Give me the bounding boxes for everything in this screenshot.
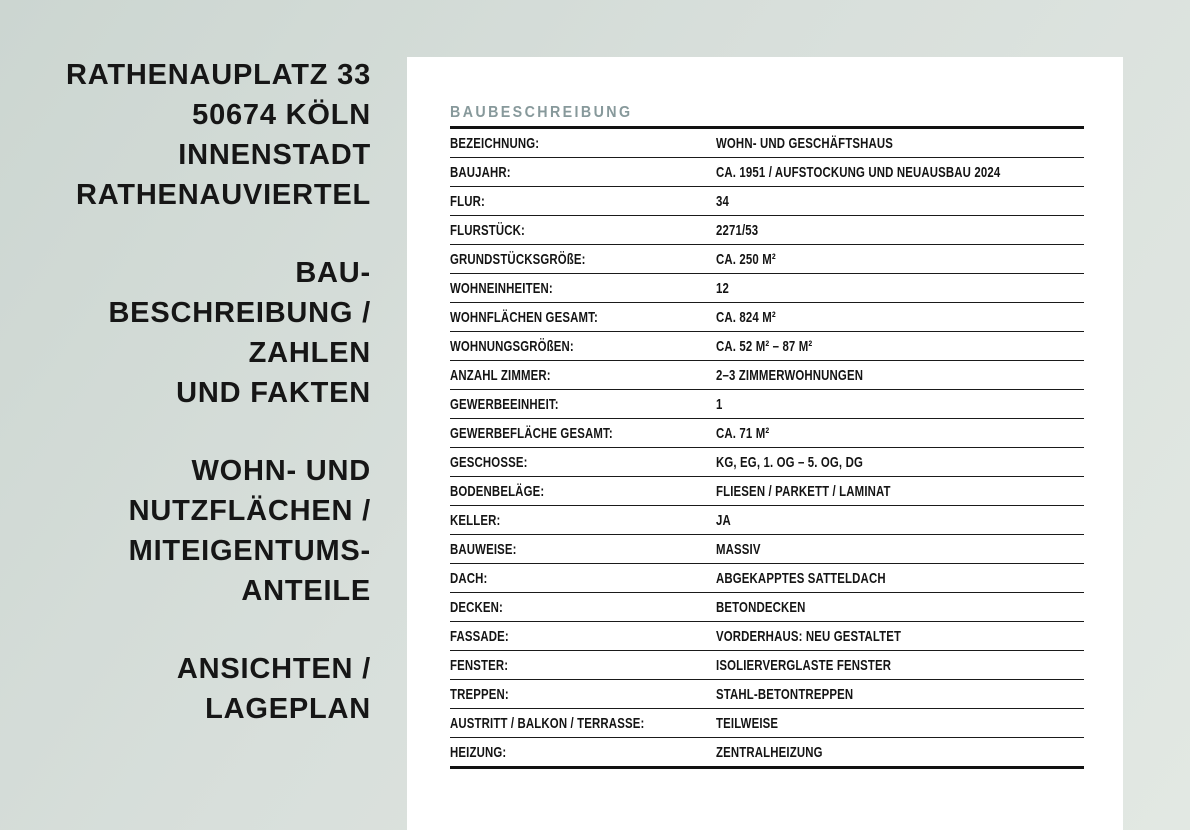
row-value: MASSIV: [716, 540, 761, 558]
sidebar-line: RATHENAUVIERTEL: [75, 179, 371, 211]
row-label: FLURSTÜCK:: [450, 221, 525, 239]
row-value: CA. 52 M² – 87 M²: [716, 337, 813, 355]
content-panel: BAUBESCHREIBUNG BEZEICHNUNG: WOHN- UND G…: [407, 57, 1123, 830]
row-label: FASSADE:: [450, 627, 509, 645]
table-row: BEZEICHNUNG: WOHN- UND GESCHÄFTSHAUS: [450, 129, 1084, 158]
row-label: WOHNEINHEITEN:: [450, 279, 553, 297]
sidebar-text-group: RATHENAUPLATZ 33 50674 KÖLN INNENSTADT RATH…: [0, 55, 371, 215]
table-row: FENSTER: ISOLIERVERGLASTE FENSTER: [450, 651, 1084, 680]
sidebar-line: 50674 KÖLN: [192, 99, 371, 131]
sidebar-line: ZAHLEN: [248, 337, 371, 369]
table-row: HEIZUNG: ZENTRALHEIZUNG: [450, 738, 1084, 766]
table-rows: BEZEICHNUNG: WOHN- UND GESCHÄFTSHAUS BAU…: [450, 129, 1084, 769]
row-label: DECKEN:: [450, 598, 504, 616]
table-row: BODENBELÄGE: FLIESEN / PARKETT / LAMINAT: [450, 477, 1084, 506]
row-label: BODENBELÄGE:: [450, 482, 545, 500]
table-row: BAUWEISE: MASSIV: [450, 535, 1084, 564]
row-label: TREPPEN:: [450, 685, 509, 703]
row-value: ISOLIERVERGLASTE FENSTER: [716, 656, 892, 674]
row-value: STAHL-BETONTREPPEN: [716, 685, 854, 703]
table-row: WOHNUNGSGRÖßEN: CA. 52 M² – 87 M²: [450, 332, 1084, 361]
row-value: BETONDECKEN: [716, 598, 806, 616]
row-value: 1: [716, 395, 723, 413]
table-row: FLUR: 34: [450, 187, 1084, 216]
sidebar-text-group: BAU- BESCHREIBUNG / ZAHLEN UND FAKTEN: [0, 253, 371, 413]
row-value: 2271/53: [716, 221, 759, 239]
sidebar-line: BAU-: [295, 257, 371, 289]
table-row: GEWERBEFLÄCHE GESAMT: CA. 71 M²: [450, 419, 1084, 448]
section-title: BAUBESCHREIBUNG: [450, 104, 633, 121]
header-divider: [450, 126, 1084, 129]
row-value: CA. 1951 / AUFSTOCKUNG UND NEUAUSBAU 202…: [716, 163, 1001, 181]
sidebar-line: BESCHREIBUNG /: [108, 297, 371, 329]
sidebar-line: RATHENAUPLATZ 33: [66, 59, 371, 91]
table-row: WOHNFLÄCHEN GESAMT: CA. 824 M²: [450, 303, 1084, 332]
table-row: KELLER: JA: [450, 506, 1084, 535]
row-value: JA: [716, 511, 731, 529]
row-value: 34: [716, 192, 729, 210]
table-row: ANZAHL ZIMMER: 2–3 ZIMMERWOHNUNGEN: [450, 361, 1084, 390]
row-value: FLIESEN / PARKETT / LAMINAT: [716, 482, 891, 500]
sidebar-line: LAGEPLAN: [205, 693, 371, 725]
row-label: BEZEICHNUNG:: [450, 134, 540, 152]
table-row: DACH: ABGEKAPPTES SATTELDACH: [450, 564, 1084, 593]
table-row: FLURSTÜCK: 2271/53: [450, 216, 1084, 245]
sidebar-headings: RATHENAUPLATZ 33 50674 KÖLN INNENSTADT RATH…: [0, 55, 371, 767]
row-label: FENSTER:: [450, 656, 509, 674]
sidebar-text-group: WOHN- UND NUTZFLÄCHEN / MITEIGENTUMS- ANTEI…: [0, 451, 371, 611]
row-value: VORDERHAUS: NEU GESTALTET: [716, 627, 902, 645]
row-value: WOHN- UND GESCHÄFTSHAUS: [716, 134, 894, 152]
row-value: ABGEKAPPTES SATTELDACH: [716, 569, 886, 587]
table-row: WOHNEINHEITEN: 12: [450, 274, 1084, 303]
row-label: KELLER:: [450, 511, 501, 529]
row-value: KG, EG, 1. OG – 5. OG, DG: [716, 453, 863, 471]
sidebar-line: UND FAKTEN: [176, 377, 371, 409]
row-label: BAUWEISE:: [450, 540, 517, 558]
row-value: CA. 250 M²: [716, 250, 776, 268]
row-label: DACH:: [450, 569, 488, 587]
table-row: TREPPEN: STAHL-BETONTREPPEN: [450, 680, 1084, 709]
row-label: WOHNFLÄCHEN GESAMT:: [450, 308, 598, 326]
row-label: GESCHOSSE:: [450, 453, 528, 471]
row-label: BAUJAHR:: [450, 163, 511, 181]
sidebar-line: INNENSTADT: [178, 139, 371, 171]
sidebar-line: WOHN- UND: [191, 455, 371, 487]
baubeschreibung-table: BAUBESCHREIBUNG BEZEICHNUNG: WOHN- UND G…: [450, 57, 1084, 769]
row-value: 12: [716, 279, 729, 297]
row-label: ANZAHL ZIMMER:: [450, 366, 551, 384]
table-row: BAUJAHR: CA. 1951 / AUFSTOCKUNG UND NEUA…: [450, 158, 1084, 187]
row-value: CA. 824 M²: [716, 308, 776, 326]
table-row: GESCHOSSE: KG, EG, 1. OG – 5. OG, DG: [450, 448, 1084, 477]
row-value: CA. 71 M²: [716, 424, 770, 442]
sidebar-line: NUTZFLÄCHEN /: [128, 495, 371, 527]
sidebar-line: MITEIGENTUMS-: [128, 535, 371, 567]
table-row: GRUNDSTÜCKSGRÖßE: CA. 250 M²: [450, 245, 1084, 274]
sidebar-line: ANSICHTEN /: [176, 653, 371, 685]
sidebar-text-group: ANSICHTEN / LAGEPLAN: [0, 649, 371, 729]
sidebar-line: ANTEILE: [241, 575, 371, 607]
table-row: DECKEN: BETONDECKEN: [450, 593, 1084, 622]
row-value: TEILWEISE: [716, 714, 779, 732]
row-label: WOHNUNGSGRÖßEN:: [450, 337, 574, 355]
row-label: GRUNDSTÜCKSGRÖßE:: [450, 250, 586, 268]
row-value: ZENTRALHEIZUNG: [716, 743, 823, 761]
row-label: GEWERBEEINHEIT:: [450, 395, 559, 413]
table-row: FASSADE: VORDERHAUS: NEU GESTALTET: [450, 622, 1084, 651]
row-label: GEWERBEFLÄCHE GESAMT:: [450, 424, 613, 442]
row-label: FLUR:: [450, 192, 485, 210]
table-row: GEWERBEEINHEIT: 1: [450, 390, 1084, 419]
row-label: HEIZUNG:: [450, 743, 507, 761]
table-row: AUSTRITT / BALKON / TERRASSE: TEILWEISE: [450, 709, 1084, 738]
row-label: AUSTRITT / BALKON / TERRASSE:: [450, 714, 645, 732]
row-value: 2–3 ZIMMERWOHNUNGEN: [716, 366, 864, 384]
